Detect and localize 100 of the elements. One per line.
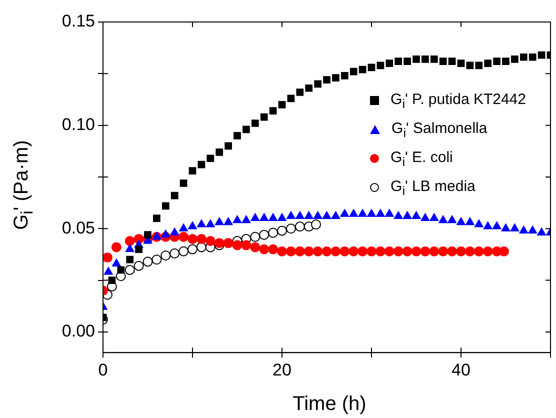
point — [332, 74, 340, 82]
point — [420, 246, 430, 256]
point — [108, 276, 116, 284]
x-axis-title: Time (h) — [292, 393, 368, 416]
point — [348, 246, 359, 256]
legend-label: G$_{i}$' LB media — [390, 178, 476, 198]
point — [304, 246, 314, 256]
point — [170, 248, 180, 258]
point — [482, 246, 493, 256]
point — [323, 76, 330, 84]
point — [286, 211, 296, 219]
point — [277, 246, 287, 256]
point — [277, 226, 287, 236]
legend-label: G$_{i}$' E. coli — [390, 149, 453, 169]
point — [331, 211, 340, 219]
point — [160, 250, 171, 260]
y-tick-label: 0.10 — [62, 115, 95, 134]
point — [188, 167, 196, 174]
point — [269, 107, 277, 115]
point — [198, 160, 206, 168]
point — [528, 226, 537, 234]
point — [117, 266, 125, 274]
point — [161, 230, 170, 238]
point — [519, 226, 528, 234]
point — [111, 242, 122, 252]
point — [456, 217, 466, 226]
point — [412, 211, 421, 219]
point — [152, 254, 162, 265]
point — [124, 236, 135, 246]
point — [393, 246, 404, 256]
point — [153, 214, 160, 222]
point — [376, 209, 385, 217]
point — [330, 246, 341, 256]
point — [375, 246, 386, 256]
point — [170, 192, 178, 200]
point — [422, 56, 429, 63]
point — [402, 246, 412, 256]
point — [205, 236, 216, 246]
point — [429, 246, 440, 256]
point — [492, 222, 502, 230]
point — [312, 246, 323, 256]
point — [376, 62, 384, 70]
point — [314, 80, 322, 88]
point — [394, 211, 403, 219]
point — [180, 179, 188, 187]
point — [311, 219, 322, 230]
point — [112, 258, 121, 266]
point — [294, 222, 305, 232]
point — [484, 60, 492, 68]
point — [250, 213, 260, 222]
point — [278, 100, 286, 108]
legend-label: G$_{i}$' P. putida KT2442 — [390, 91, 526, 111]
point — [224, 142, 232, 150]
point — [350, 68, 358, 76]
point — [448, 215, 456, 224]
point — [430, 213, 439, 222]
legend-label: G$_{i}$' Salmonella — [392, 120, 488, 140]
point — [438, 246, 448, 256]
point — [250, 242, 260, 252]
point — [103, 252, 112, 263]
point — [251, 120, 259, 127]
point — [313, 211, 322, 219]
point — [206, 219, 215, 228]
point — [232, 215, 242, 224]
point — [358, 246, 368, 256]
point — [340, 209, 350, 217]
point — [242, 126, 250, 134]
point — [358, 209, 367, 217]
point — [447, 246, 458, 256]
point — [294, 246, 305, 256]
point — [178, 232, 189, 242]
point — [430, 56, 438, 63]
point — [206, 154, 214, 162]
point — [438, 215, 448, 224]
point — [170, 228, 179, 236]
point — [216, 148, 224, 156]
point — [384, 246, 394, 256]
point — [412, 56, 420, 63]
point — [305, 84, 313, 92]
point — [286, 224, 296, 234]
point — [402, 211, 412, 219]
point — [358, 66, 366, 74]
point — [520, 53, 528, 61]
x-tick-label: 0 — [98, 360, 108, 380]
point — [510, 224, 520, 232]
point — [188, 222, 197, 230]
x-tick-label: 20 — [272, 360, 292, 380]
y-tick-label: 0.00 — [62, 322, 95, 341]
point — [296, 211, 304, 219]
point — [196, 234, 206, 244]
point — [366, 246, 376, 256]
point — [394, 58, 402, 65]
point — [483, 222, 492, 230]
point — [144, 231, 152, 239]
point — [386, 60, 394, 68]
point — [457, 60, 465, 68]
point — [528, 53, 536, 61]
point — [304, 211, 314, 219]
point — [135, 246, 142, 253]
point — [537, 228, 546, 236]
